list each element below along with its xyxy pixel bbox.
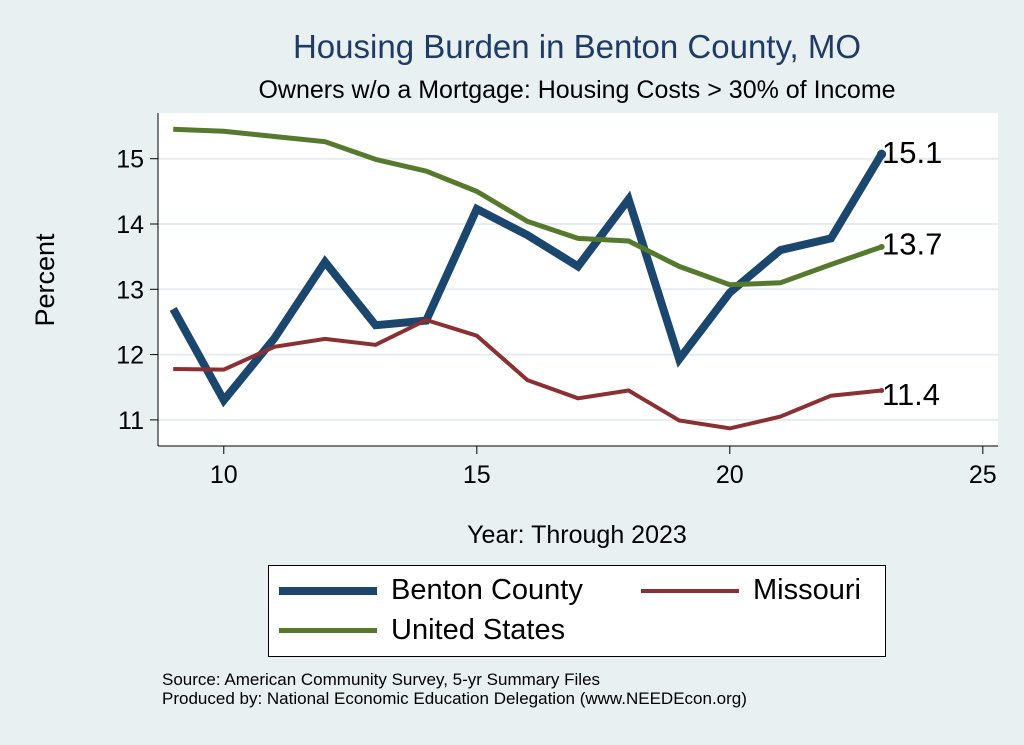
- y-axis-ticks: 11 12 13 14 15: [116, 146, 158, 435]
- y-tick-label-12: 12: [116, 342, 144, 370]
- end-label-united-states: 13.7: [882, 227, 942, 262]
- end-labels: 15.1 13.7 11.4: [882, 135, 942, 412]
- series-line-united-states: [173, 126, 883, 288]
- y-tick-label-15: 15: [116, 146, 144, 174]
- end-label-benton-county: 15.1: [882, 135, 942, 170]
- series-end-point-missouri: [879, 388, 885, 393]
- produced-by-line: Produced by: National Economic Education…: [162, 689, 747, 708]
- x-tick-label-25: 25: [969, 461, 997, 489]
- series-lines: [169, 126, 887, 431]
- legend-swatch-missouri: [641, 588, 739, 593]
- y-axis-label: Percent: [30, 233, 60, 327]
- x-tick-label-10: 10: [210, 461, 238, 489]
- series-line-missouri: [173, 317, 882, 431]
- y-tick-label-11: 11: [118, 407, 144, 435]
- x-tick-label-15: 15: [463, 461, 491, 489]
- legend-swatch-benton-county: [279, 586, 377, 595]
- chart-subtitle: Owners w/o a Mortgage: Housing Costs > 3…: [258, 76, 895, 104]
- x-axis-label: Year: Through 2023: [467, 521, 687, 549]
- y-tick-label-14: 14: [116, 211, 144, 239]
- x-tick-label-20: 20: [716, 461, 744, 489]
- legend-label-united-states: United States: [391, 614, 566, 646]
- legend: Benton County Missouri United States: [268, 565, 886, 657]
- series-end-point-united-states: [878, 243, 885, 250]
- chart-title: Housing Burden in Benton County, MO: [293, 28, 861, 65]
- legend-item-benton-county: Benton County: [279, 574, 583, 607]
- x-axis-ticks: 10 15 20 25: [210, 446, 997, 489]
- gridlines: [158, 157, 998, 421]
- legend-label-benton-county: Benton County: [391, 574, 583, 606]
- legend-label-missouri: Missouri: [753, 574, 861, 606]
- plot-area: [158, 113, 998, 446]
- series-end-point-benton-county: [877, 149, 887, 159]
- legend-item-united-states: United States: [279, 614, 565, 647]
- legend-swatch-united-states: [279, 628, 377, 633]
- source-notes: Source: American Community Survey, 5-yr …: [162, 670, 747, 708]
- legend-item-missouri: Missouri: [641, 574, 861, 607]
- end-label-missouri: 11.4: [882, 377, 940, 412]
- source-line: Source: American Community Survey, 5-yr …: [162, 670, 601, 689]
- series-line-benton-county: [169, 152, 886, 408]
- y-tick-label-13: 13: [116, 276, 144, 304]
